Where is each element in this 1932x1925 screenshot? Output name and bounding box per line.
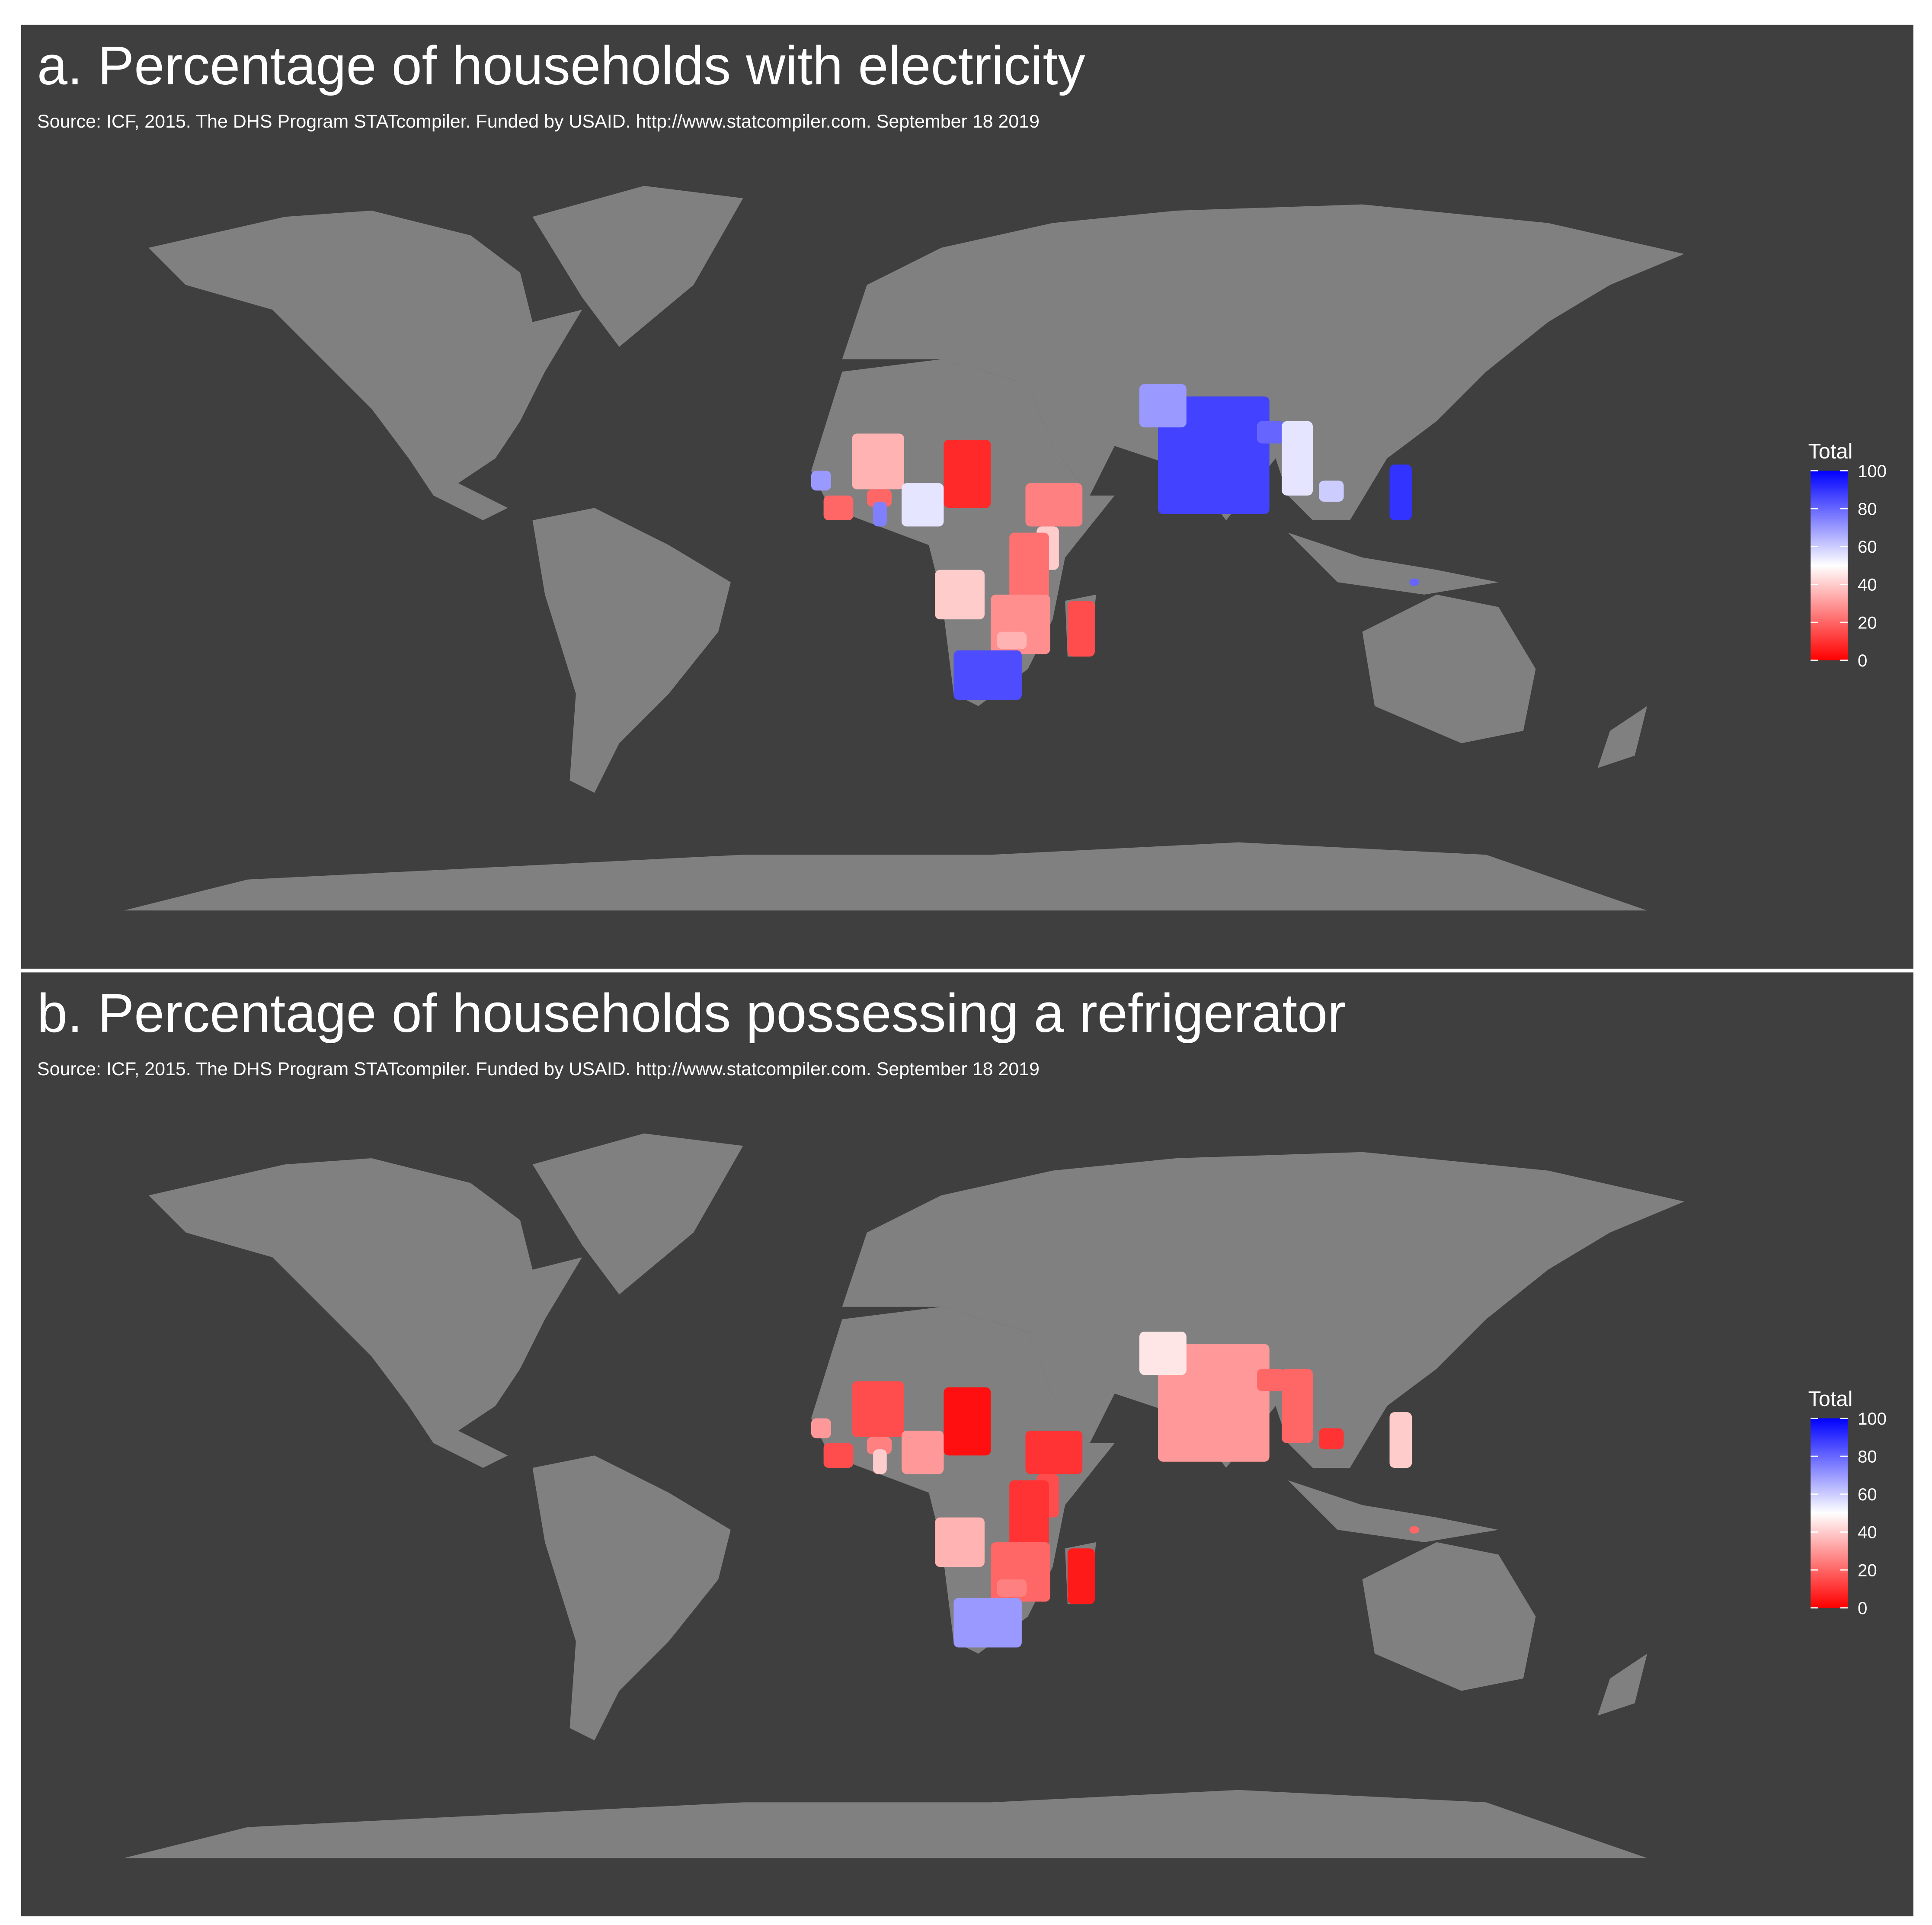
country-region	[1158, 396, 1270, 514]
colorbar-tick-label: 80	[1858, 1447, 1877, 1466]
country-region	[811, 1418, 831, 1438]
colorbar	[1810, 1418, 1848, 1608]
country-region	[1067, 601, 1095, 657]
colorbar-tick-label: 80	[1858, 500, 1877, 519]
country-region	[873, 1449, 887, 1474]
country-region	[1025, 1431, 1083, 1474]
colorbar-tick-label: 40	[1858, 1523, 1877, 1542]
country-region	[1139, 1332, 1187, 1375]
country-region	[852, 433, 904, 490]
country-region	[1139, 384, 1187, 428]
colorbar-tick-label: 60	[1858, 538, 1877, 557]
country-region	[1319, 1428, 1344, 1450]
country-region	[1257, 1368, 1285, 1391]
country-region	[953, 650, 1022, 700]
panel-source: Source: ICF, 2015. The DHS Program STATc…	[37, 1059, 1040, 1079]
country-region	[1282, 421, 1313, 496]
colorbar-tick-label: 100	[1858, 462, 1887, 481]
country-region	[867, 489, 892, 507]
map-panel: b. Percentage of households possessing a…	[21, 972, 1914, 1916]
colorbar	[1810, 471, 1848, 660]
country-region	[944, 439, 991, 508]
country-region	[953, 1598, 1022, 1648]
country-region	[1282, 1368, 1313, 1443]
country-region	[1409, 1526, 1420, 1534]
country-region	[873, 502, 887, 527]
country-region	[823, 1443, 854, 1468]
panel-title: b. Percentage of households possessing a…	[37, 983, 1346, 1044]
colorbar-tick-label: 100	[1858, 1409, 1887, 1429]
country-region	[1389, 464, 1412, 521]
country-region	[1319, 480, 1344, 502]
country-region	[1067, 1548, 1095, 1605]
panel-title: a. Percentage of households with electri…	[37, 35, 1085, 96]
colorbar-tick-label: 0	[1858, 1599, 1867, 1618]
country-region	[944, 1387, 991, 1456]
country-region	[997, 631, 1027, 649]
country-region	[935, 1517, 985, 1567]
country-region	[1257, 421, 1285, 444]
country-region	[1389, 1412, 1412, 1468]
panels: a. Percentage of households with electri…	[21, 25, 1914, 1916]
country-region	[997, 1579, 1027, 1597]
country-region	[1409, 578, 1420, 586]
country-region	[902, 483, 944, 527]
country-region	[1025, 483, 1083, 527]
colorbar-tick-label: 20	[1858, 613, 1877, 632]
country-region	[811, 471, 831, 491]
country-region	[867, 1437, 892, 1454]
colorbar-tick-label: 60	[1858, 1485, 1877, 1504]
legend-title: Total	[1808, 440, 1853, 463]
colorbar-tick-label: 0	[1858, 651, 1867, 670]
panel-source: Source: ICF, 2015. The DHS Program STATc…	[37, 111, 1040, 132]
country-region	[1158, 1344, 1270, 1462]
map-panel: a. Percentage of households with electri…	[21, 25, 1914, 969]
country-region	[902, 1431, 944, 1474]
colorbar-tick-label: 40	[1858, 576, 1877, 595]
country-region	[935, 570, 985, 620]
country-region	[852, 1381, 904, 1437]
country-region	[823, 495, 854, 521]
legend-title: Total	[1808, 1387, 1853, 1411]
colorbar-tick-label: 20	[1858, 1561, 1877, 1580]
